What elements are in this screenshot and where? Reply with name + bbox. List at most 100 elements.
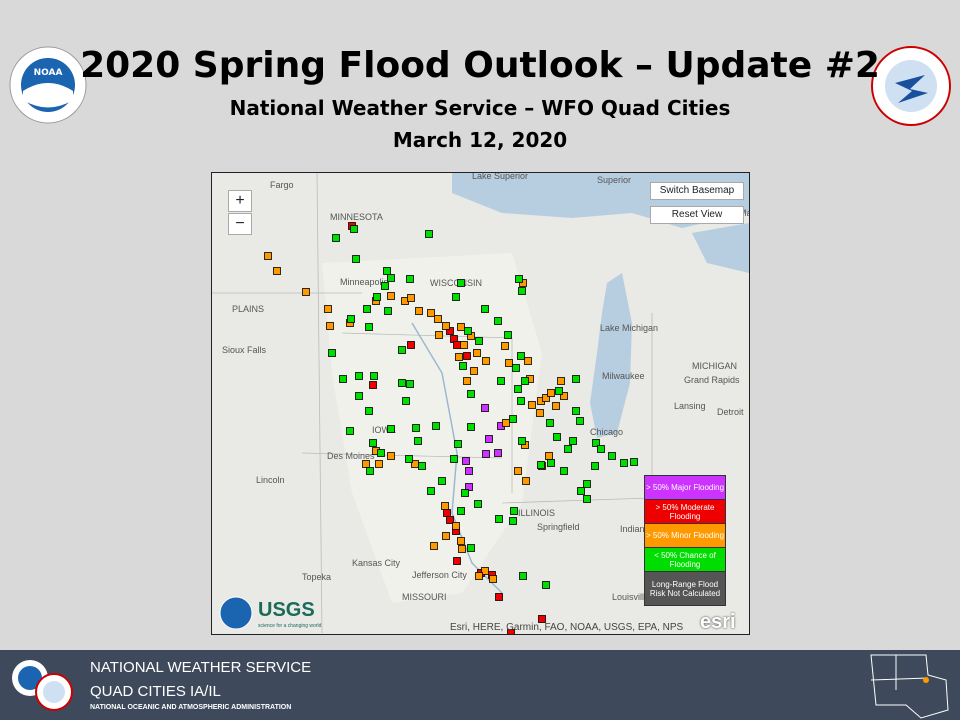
gauge-marker [597, 445, 605, 453]
gauge-marker [365, 407, 373, 415]
gauge-marker [495, 515, 503, 523]
switch-basemap[interactable]: Switch Basemap [650, 182, 744, 200]
place-label: PLAINS [232, 304, 264, 314]
gauge-marker [608, 452, 616, 460]
gauge-marker [387, 452, 395, 460]
place-label: WISCONSIN [430, 278, 482, 288]
gauge-marker [446, 516, 454, 524]
gauge-marker [502, 419, 510, 427]
gauge-marker [576, 417, 584, 425]
gauge-marker [362, 460, 370, 468]
map[interactable]: Fargo MINNESOTA Minneapolis WISCONSIN Sioux … [211, 172, 750, 635]
gauge-marker [507, 629, 515, 634]
gauge-marker [435, 331, 443, 339]
gauge-marker [363, 305, 371, 313]
gauge-marker [497, 377, 505, 385]
gauge-marker [375, 460, 383, 468]
gauge-marker [494, 449, 502, 457]
place-label: Detroit [717, 407, 744, 417]
gauge-marker [427, 309, 435, 317]
gauge-marker [620, 459, 628, 467]
footer: NATIONAL WEATHER SERVICE QUAD CITIES IA/… [0, 650, 960, 720]
gauge-marker [369, 381, 377, 389]
legend-item: > 50% Major Flooding [644, 475, 726, 500]
gauge-marker [455, 353, 463, 361]
gauge-marker [572, 407, 580, 415]
gauge-marker [457, 537, 465, 545]
place-label: Lincoln [256, 475, 285, 485]
gauge-marker [519, 572, 527, 580]
gauge-marker [442, 322, 450, 330]
legend-item: < 50% Chance of Flooding [644, 547, 726, 572]
gauge-marker [475, 572, 483, 580]
gauge-marker [457, 279, 465, 287]
gauge-marker [538, 615, 546, 623]
gauge-marker [495, 593, 503, 601]
gauge-marker [560, 467, 568, 475]
gauge-marker [350, 225, 358, 233]
gauge-marker [332, 234, 340, 242]
gauge-marker [555, 387, 563, 395]
usgs-tagline: science for a changing world [258, 623, 322, 629]
gauge-marker [481, 567, 489, 575]
gauge-marker [381, 282, 389, 290]
gauge-marker [264, 252, 272, 260]
gauge-marker [509, 415, 517, 423]
place-label: Des Moines [327, 451, 375, 461]
gauge-marker [412, 424, 420, 432]
gauge-marker [355, 372, 363, 380]
footer-line3: NATIONAL OCEANIC AND ATMOSPHERIC ADMINIS… [90, 704, 292, 711]
gauge-marker [387, 274, 395, 282]
gauge-marker [542, 394, 550, 402]
place-label: Sioux Falls [222, 345, 267, 355]
reset-view[interactable]: Reset View [650, 206, 744, 224]
gauge-marker [528, 401, 536, 409]
gauge-marker [577, 487, 585, 495]
legend-item: > 50% Moderate Flooding [644, 499, 726, 524]
gauge-marker [355, 392, 363, 400]
gauge-marker [377, 449, 385, 457]
legend-item: Long-Range Flood Risk Not Calculated [644, 571, 726, 606]
gauge-marker [560, 392, 568, 400]
gauge-marker [415, 307, 423, 315]
gauge-marker [512, 364, 520, 372]
gauge-marker [470, 367, 478, 375]
gauge-marker [438, 477, 446, 485]
gauge-marker [441, 502, 449, 510]
gauge-marker [514, 467, 522, 475]
gauge-marker [425, 230, 433, 238]
place-label: Lake Michigan [600, 323, 658, 333]
footer-logos [12, 660, 73, 711]
gauge-marker [463, 352, 471, 360]
gauge-marker [373, 293, 381, 301]
gauge-marker [273, 267, 281, 275]
gauge-marker [405, 455, 413, 463]
gauge-marker [339, 375, 347, 383]
place-label: Lake Superior [472, 173, 528, 181]
gauge-marker [326, 322, 334, 330]
place-label: Minneapolis [340, 277, 389, 287]
gauge-marker [365, 323, 373, 331]
gauge-marker [384, 307, 392, 315]
gauge-marker [467, 390, 475, 398]
place-label: Kansas City [352, 558, 401, 568]
gauge-marker [592, 439, 600, 447]
footer-map [870, 654, 949, 719]
gauge-marker [414, 437, 422, 445]
gauge-marker [569, 437, 577, 445]
gauge-marker [467, 544, 475, 552]
gauge-marker [328, 349, 336, 357]
zoom-in[interactable]: + [228, 190, 252, 212]
gauge-marker [515, 275, 523, 283]
gauge-marker [402, 397, 410, 405]
gauge-marker [583, 480, 591, 488]
gauge-marker [521, 377, 529, 385]
gauge-marker [547, 389, 555, 397]
gauge-marker [517, 352, 525, 360]
gauge-marker [514, 385, 522, 393]
noaa-mini-logo [219, 596, 253, 630]
gauge-marker [352, 255, 360, 263]
place-label: Fargo [270, 180, 294, 190]
noaa-text: NOAA [34, 68, 63, 78]
zoom-out[interactable]: − [228, 213, 252, 235]
